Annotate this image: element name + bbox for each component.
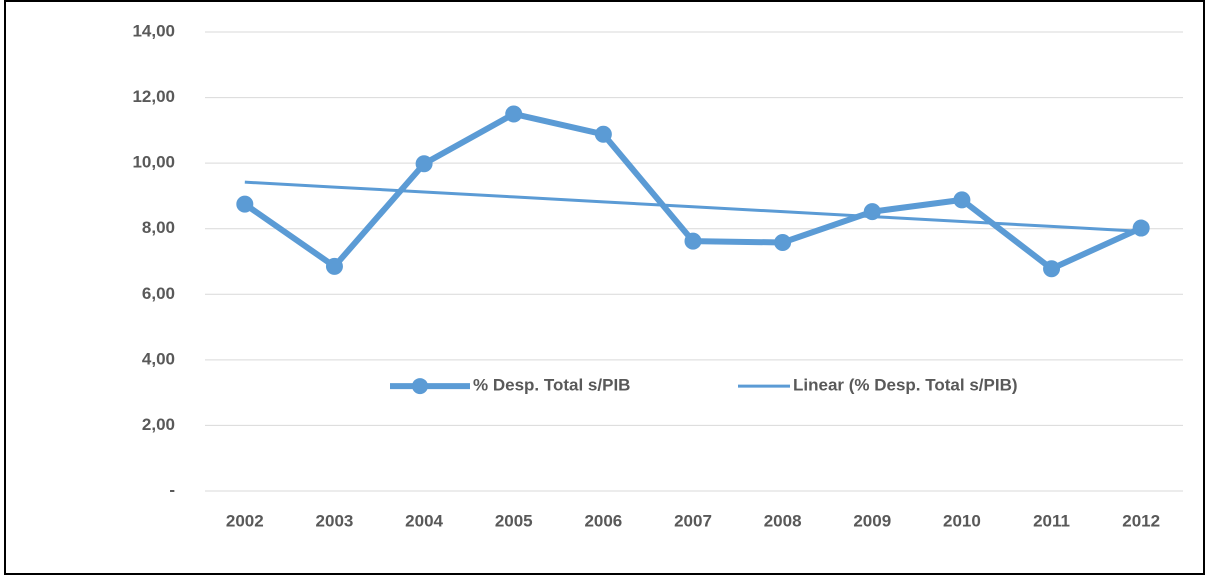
y-tick-label: 6,00: [142, 284, 175, 303]
x-tick-label: 2012: [1122, 511, 1160, 530]
y-tick-label: 10,00: [132, 153, 175, 172]
y-tick-label: -: [169, 480, 175, 499]
y-tick-label: 14,00: [132, 21, 175, 40]
x-tick-label: 2004: [405, 511, 443, 530]
y-tick-label: 12,00: [132, 87, 175, 106]
x-tick-label: 2006: [584, 511, 622, 530]
x-tick-label: 2008: [764, 511, 802, 530]
x-tick-label: 2002: [226, 511, 264, 530]
x-tick-label: 2010: [943, 511, 981, 530]
data-point: [1043, 260, 1061, 278]
data-point: [684, 232, 702, 250]
data-point: [953, 191, 971, 209]
data-point: [774, 233, 792, 251]
data-point: [415, 155, 433, 173]
x-tick-label: 2011: [1033, 511, 1070, 530]
trend-line: [244, 180, 1142, 233]
data-point: [505, 105, 523, 123]
y-tick-label: 4,00: [142, 349, 175, 368]
x-tick-label: 2003: [316, 511, 354, 530]
data-point: [236, 195, 254, 213]
data-point: [325, 257, 343, 275]
legend-marker: [412, 378, 428, 395]
x-tick-label: 2005: [495, 511, 533, 530]
chart-frame: [4, 0, 1205, 575]
y-tick-label: 8,00: [142, 218, 175, 237]
legend-label: Linear (% Desp. Total s/PIB): [793, 376, 1018, 395]
legend-label: % Desp. Total s/PIB: [473, 376, 630, 395]
data-point: [1132, 219, 1150, 237]
data-point: [594, 125, 612, 143]
x-tick-label: 2007: [674, 511, 712, 530]
y-tick-label: 2,00: [142, 415, 175, 434]
x-tick-label: 2009: [853, 511, 891, 530]
